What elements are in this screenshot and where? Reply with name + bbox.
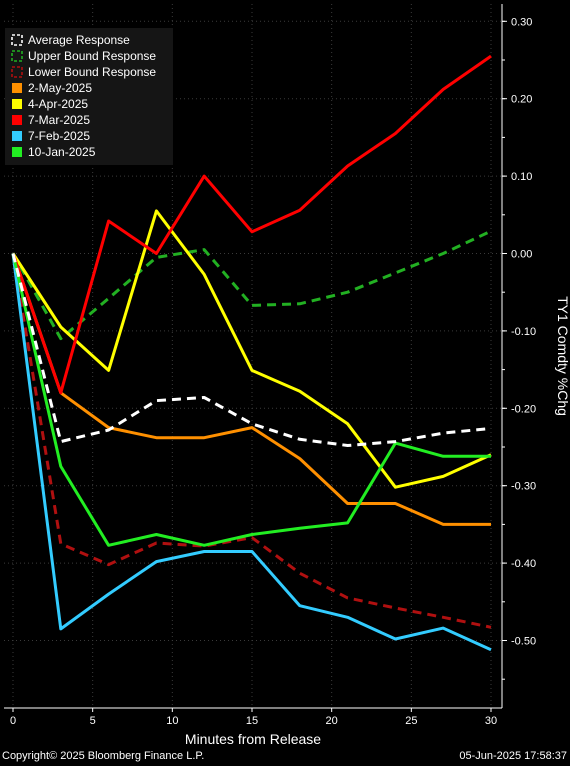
legend-swatch [12, 147, 22, 157]
series-line-5 [11, 54, 492, 395]
legend-swatch [11, 34, 23, 46]
series-line-0 [11, 253, 492, 447]
series-line-4 [11, 209, 492, 489]
x-tick-label: 20 [326, 715, 338, 727]
y-tick-label: -0.10 [511, 326, 536, 338]
x-tick-label: 15 [246, 715, 258, 727]
timestamp-text: 05-Jun-2025 17:58:37 [459, 750, 567, 762]
copyright-text: Copyright© 2025 Bloomberg Finance L.P. [2, 750, 205, 762]
legend-swatch [12, 131, 22, 141]
legend-swatch [11, 66, 23, 78]
x-tick-label: 30 [485, 715, 497, 727]
y-tick-label: -0.50 [511, 636, 536, 648]
axes: 0 5 10 15 20 25 30 -0.50 -0.40 -0.30 -0.20 -0.10 0.0… [4, 4, 570, 747]
x-tick-label: 10 [166, 715, 178, 727]
series-line-6 [11, 253, 492, 652]
legend-swatch [12, 83, 22, 93]
y-tick-label: 0.30 [511, 16, 532, 28]
y-tick-label: 0.20 [511, 94, 532, 106]
series-line-3 [11, 253, 491, 526]
x-tick-label: 5 [90, 715, 96, 727]
series-line-2 [11, 253, 492, 629]
y-tick-label: -0.30 [511, 481, 536, 493]
series-line-1 [11, 229, 492, 341]
y-tick-label: 0.10 [511, 171, 532, 183]
legend-swatch [11, 50, 23, 62]
legend-label: Upper Bound Response [28, 49, 156, 63]
x-axis-title: Minutes from Release [185, 731, 321, 747]
series-lines [11, 54, 492, 652]
y-tick-label: -0.40 [511, 558, 536, 570]
y-tick-label: -0.20 [511, 403, 536, 415]
legend-label: Average Response [28, 33, 130, 47]
legend-swatch [12, 99, 22, 109]
chart: 0 5 10 15 20 25 30 -0.50 -0.40 -0.30 -0.20 -0.10 0.0… [4, 4, 570, 747]
legend-label: 4-Apr-2025 [28, 97, 88, 111]
legend: Average Response Upper Bound Response Lowe… [5, 28, 173, 165]
x-tick-label: 0 [10, 715, 16, 727]
x-tick-label: 25 [405, 715, 417, 727]
legend-label: Lower Bound Response [28, 65, 156, 79]
legend-label: 2-May-2025 [28, 81, 92, 95]
legend-label: 7-Feb-2025 [28, 129, 90, 143]
y-tick-label: 0.00 [511, 249, 532, 261]
legend-label: 7-Mar-2025 [28, 113, 90, 127]
y-axis-title: TY1 Comdty %Chg [555, 296, 570, 416]
legend-box [5, 28, 173, 165]
legend-swatch [12, 115, 22, 125]
series-line-7 [11, 253, 491, 547]
legend-label: 10-Jan-2025 [28, 145, 96, 159]
